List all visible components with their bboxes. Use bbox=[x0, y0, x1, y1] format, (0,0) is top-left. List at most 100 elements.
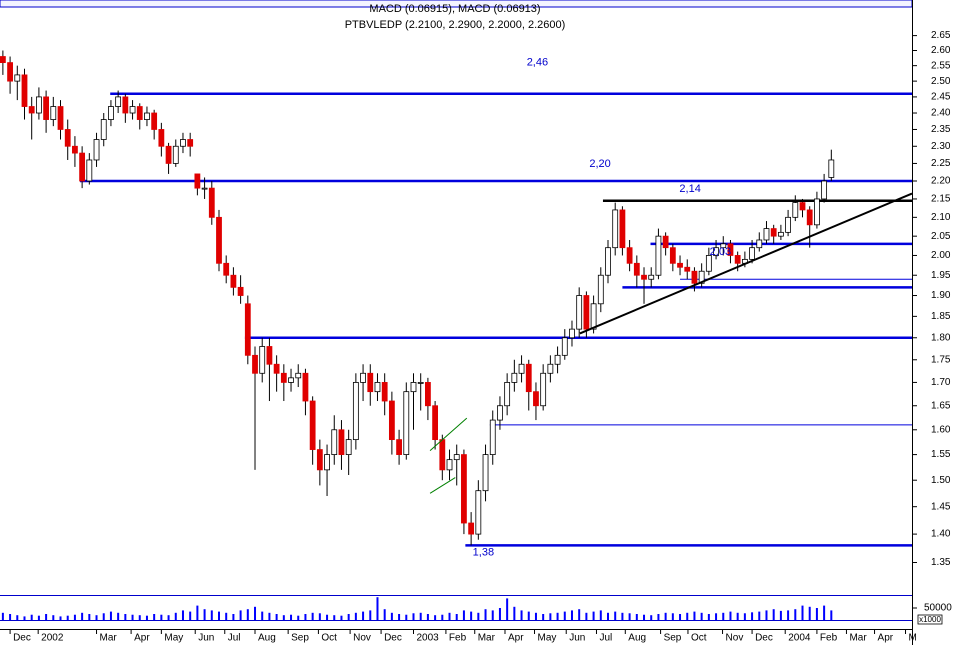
volume-bar bbox=[290, 614, 293, 620]
volume-bar bbox=[534, 612, 537, 620]
x-tick-label: Jul bbox=[599, 633, 612, 644]
candle-body bbox=[583, 295, 590, 330]
candle-body bbox=[705, 255, 712, 272]
x-tick-label: Mar bbox=[849, 633, 867, 644]
volume-bar bbox=[707, 614, 710, 620]
x-tick-label: Dec bbox=[755, 633, 773, 644]
volume-bar bbox=[578, 609, 581, 620]
volume-bar bbox=[484, 609, 487, 620]
candle-body bbox=[489, 419, 496, 455]
volume-bar bbox=[657, 614, 660, 620]
candle-body bbox=[57, 106, 64, 130]
volume-bar bbox=[527, 611, 530, 620]
candle-body bbox=[720, 243, 727, 249]
candle-body bbox=[612, 209, 619, 249]
volume-bar bbox=[369, 610, 372, 620]
candle-body bbox=[619, 209, 626, 249]
candle-body bbox=[324, 454, 330, 471]
candle-body bbox=[828, 159, 835, 178]
candle-body bbox=[756, 239, 763, 249]
volume-bar bbox=[354, 612, 357, 620]
candle-body bbox=[554, 354, 561, 365]
volume-bar bbox=[383, 609, 386, 620]
x-tick-label: Nov bbox=[353, 633, 371, 644]
volume-bar bbox=[434, 615, 437, 620]
candle-body bbox=[648, 274, 655, 280]
x-tick-label: May bbox=[538, 633, 557, 644]
candle-body bbox=[180, 139, 186, 147]
unit-box bbox=[917, 614, 943, 625]
candle-body bbox=[0, 56, 6, 63]
volume-bar bbox=[607, 612, 609, 620]
candle-body bbox=[223, 262, 230, 276]
candle-body bbox=[216, 216, 222, 264]
candle-body bbox=[100, 119, 107, 140]
candle-body bbox=[727, 243, 734, 256]
candle-body bbox=[79, 152, 86, 182]
candle-body bbox=[244, 303, 251, 356]
volume-bar bbox=[679, 614, 682, 620]
y-tick-label: 1.75 bbox=[931, 354, 951, 365]
x-tick-label: 2004 bbox=[788, 633, 811, 644]
candle-body bbox=[626, 247, 633, 264]
volume-bar bbox=[52, 615, 55, 620]
candle-body bbox=[533, 391, 539, 407]
volume-bar bbox=[196, 605, 199, 620]
volume-bar bbox=[498, 608, 501, 620]
candle-body bbox=[770, 228, 777, 237]
volume-bar bbox=[109, 611, 112, 620]
candle-body bbox=[108, 106, 114, 120]
volume-bar bbox=[787, 610, 790, 620]
y-tick-label: 1.90 bbox=[931, 290, 951, 301]
candle-body bbox=[410, 382, 417, 393]
volume-bar bbox=[398, 614, 401, 620]
x-tick-label: Nov bbox=[726, 633, 744, 644]
candle-body bbox=[461, 454, 467, 524]
volume-bar bbox=[225, 612, 228, 620]
candle-body bbox=[785, 216, 791, 233]
volume-bar bbox=[138, 615, 141, 620]
annotation: 1,38 bbox=[473, 547, 494, 559]
volume-bar bbox=[102, 613, 105, 620]
y-tick-label: 1.85 bbox=[931, 311, 951, 322]
volume-bar bbox=[153, 614, 156, 620]
volume-bar bbox=[88, 614, 91, 620]
candle-body bbox=[734, 255, 741, 264]
volume-bar bbox=[239, 610, 242, 620]
volume-bar bbox=[664, 612, 667, 620]
volume-bar bbox=[477, 612, 480, 620]
candle-body bbox=[381, 382, 388, 402]
candle-body bbox=[597, 274, 604, 305]
candle-body bbox=[475, 490, 482, 535]
candle-body bbox=[144, 112, 150, 120]
annotation: 2,20 bbox=[589, 158, 610, 170]
candle-body bbox=[569, 328, 575, 339]
volume-unit: x1000 bbox=[919, 615, 941, 624]
volume-bar bbox=[686, 612, 689, 620]
volume-bar bbox=[643, 614, 646, 620]
volume-bar bbox=[556, 612, 559, 620]
volume-bar bbox=[23, 616, 26, 620]
volume-bar bbox=[470, 611, 473, 620]
volume-bar bbox=[830, 610, 833, 620]
y-tick-label: 2.20 bbox=[931, 176, 951, 187]
candle-body bbox=[28, 106, 35, 114]
volume-bar bbox=[390, 612, 393, 620]
candle-body bbox=[684, 266, 691, 272]
candle-body bbox=[266, 346, 273, 365]
volume-bar bbox=[405, 614, 408, 620]
volume-bar bbox=[59, 616, 62, 620]
y-tick-label: 2.25 bbox=[931, 158, 951, 169]
candle-body bbox=[468, 522, 475, 535]
candle-body bbox=[749, 247, 755, 260]
candle-body bbox=[230, 274, 237, 288]
volume-bar bbox=[30, 614, 33, 620]
candle-body bbox=[338, 429, 345, 455]
x-tick-label: Jun bbox=[569, 633, 585, 644]
x-tick-label: Aug bbox=[258, 633, 276, 644]
volume-bar bbox=[131, 614, 134, 620]
x-tick-label: 2002 bbox=[41, 633, 64, 644]
volume-bar bbox=[743, 613, 746, 620]
